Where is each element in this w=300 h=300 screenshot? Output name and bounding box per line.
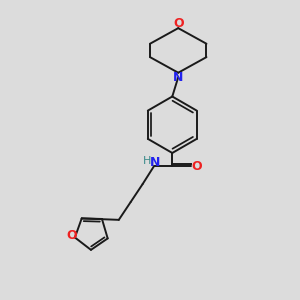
Text: H: H — [143, 156, 152, 166]
Text: O: O — [173, 17, 184, 30]
Text: O: O — [191, 160, 202, 173]
Text: O: O — [66, 229, 77, 242]
Text: N: N — [150, 156, 160, 169]
Text: N: N — [173, 71, 183, 84]
